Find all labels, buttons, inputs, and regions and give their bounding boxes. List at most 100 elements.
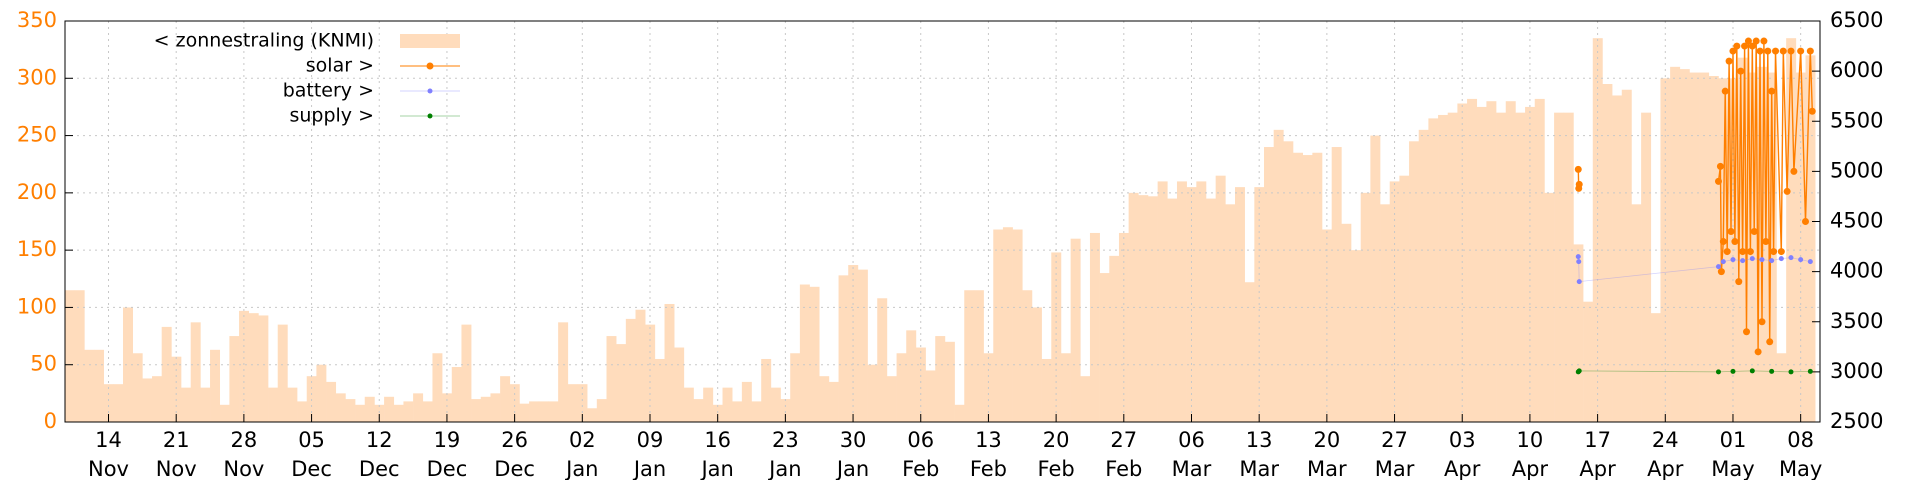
series-point [1807, 259, 1813, 265]
area-step [809, 286, 820, 422]
series-point [1717, 268, 1725, 276]
series-point [1733, 42, 1741, 50]
y2-tick-label: 6000 [1830, 58, 1883, 82]
area-step [741, 381, 752, 422]
area-step [384, 396, 395, 422]
y-tick-label: 0 [44, 409, 57, 433]
area-step [413, 393, 424, 422]
series-point [1801, 218, 1809, 225]
series-point [1758, 318, 1766, 326]
y2-tick-label: 5500 [1830, 108, 1883, 132]
area-step [654, 358, 665, 422]
area-step [1322, 229, 1332, 422]
area-step [567, 384, 578, 422]
area-step [954, 404, 965, 422]
y2-tick-label: 2500 [1830, 409, 1883, 433]
x-tick-label: 24 Apr [1647, 428, 1684, 480]
y-tick-label: 50 [30, 352, 57, 376]
x-tick-label: 21 Nov [156, 428, 197, 480]
y-tick-label: 300 [17, 65, 57, 89]
y2-tick-label: 3500 [1830, 309, 1883, 333]
area-step [1418, 129, 1429, 423]
series-point [1760, 37, 1768, 45]
area-step [345, 399, 356, 422]
area-step [1341, 223, 1352, 422]
area-step [1176, 181, 1187, 422]
area-step [1621, 89, 1632, 422]
area-step [1544, 192, 1555, 422]
area-step [1244, 282, 1255, 422]
y-tick-label: 350 [17, 8, 57, 32]
x-tick-label: 03 Apr [1444, 428, 1481, 480]
area-step [664, 303, 675, 422]
area-step [1041, 358, 1052, 422]
area-step [248, 313, 259, 422]
area-step [732, 401, 743, 422]
area-step [1215, 175, 1226, 422]
series-point [1576, 279, 1582, 285]
area-step [596, 399, 607, 422]
series-point [1576, 368, 1582, 374]
series-point [1787, 47, 1795, 55]
x-tick-label: 01 May [1711, 428, 1754, 480]
series-point [1743, 328, 1751, 336]
area-step [693, 399, 704, 422]
series-point [1719, 238, 1727, 246]
series-point [1749, 368, 1755, 374]
legend-label: battery > [283, 80, 374, 102]
x-tick-label: 17 Apr [1579, 428, 1616, 480]
area-step [1631, 204, 1642, 422]
area-step [1708, 75, 1719, 422]
area-step [1699, 72, 1710, 423]
area-step [84, 349, 95, 422]
area-step [915, 347, 926, 422]
x-tick-label: 20 Mar [1307, 428, 1347, 480]
area-step [1496, 112, 1507, 423]
series-point [1752, 37, 1760, 45]
area-step [1051, 252, 1062, 422]
area-step [1602, 84, 1613, 422]
area-step [925, 370, 936, 422]
area-step [326, 381, 337, 422]
y-tick-label: 200 [17, 180, 57, 204]
area-step [1351, 250, 1362, 422]
area-step [519, 403, 530, 422]
area-step [297, 401, 308, 422]
x-tick-label: 06 Mar [1172, 428, 1212, 480]
area-step [1476, 106, 1487, 422]
series-point [1754, 348, 1762, 356]
area-step [683, 387, 694, 422]
x-tick-label: 30 Jan [835, 428, 869, 480]
area-step [674, 347, 685, 422]
area-step [1302, 155, 1313, 422]
series-point [1770, 248, 1778, 256]
area-step [577, 384, 588, 422]
series-point [1725, 57, 1733, 65]
series-point [1741, 42, 1749, 50]
x-tick-label: 28 Nov [223, 428, 264, 480]
x-tick-label: 06 Feb [902, 428, 939, 480]
area-step [616, 344, 627, 422]
area-step [1786, 38, 1797, 422]
area-step [219, 404, 230, 422]
x-tick-label: 27 Mar [1375, 428, 1415, 480]
area-step [268, 387, 279, 422]
area-step [1331, 147, 1342, 422]
area-step [123, 307, 133, 422]
area-step [1360, 192, 1371, 422]
area-step [838, 275, 849, 422]
area-step [877, 298, 888, 422]
area-step [181, 387, 192, 422]
area-step [1399, 175, 1410, 422]
x-tick-label: 16 Jan [699, 428, 733, 480]
area-step [896, 353, 907, 422]
series-point [1730, 368, 1736, 374]
area-step [132, 353, 143, 422]
area-step [316, 364, 327, 422]
area-step [442, 393, 453, 422]
y2-tick-label: 3000 [1830, 359, 1883, 383]
area-step [1002, 227, 1013, 422]
area-step [606, 336, 617, 422]
series-point [1575, 254, 1581, 260]
